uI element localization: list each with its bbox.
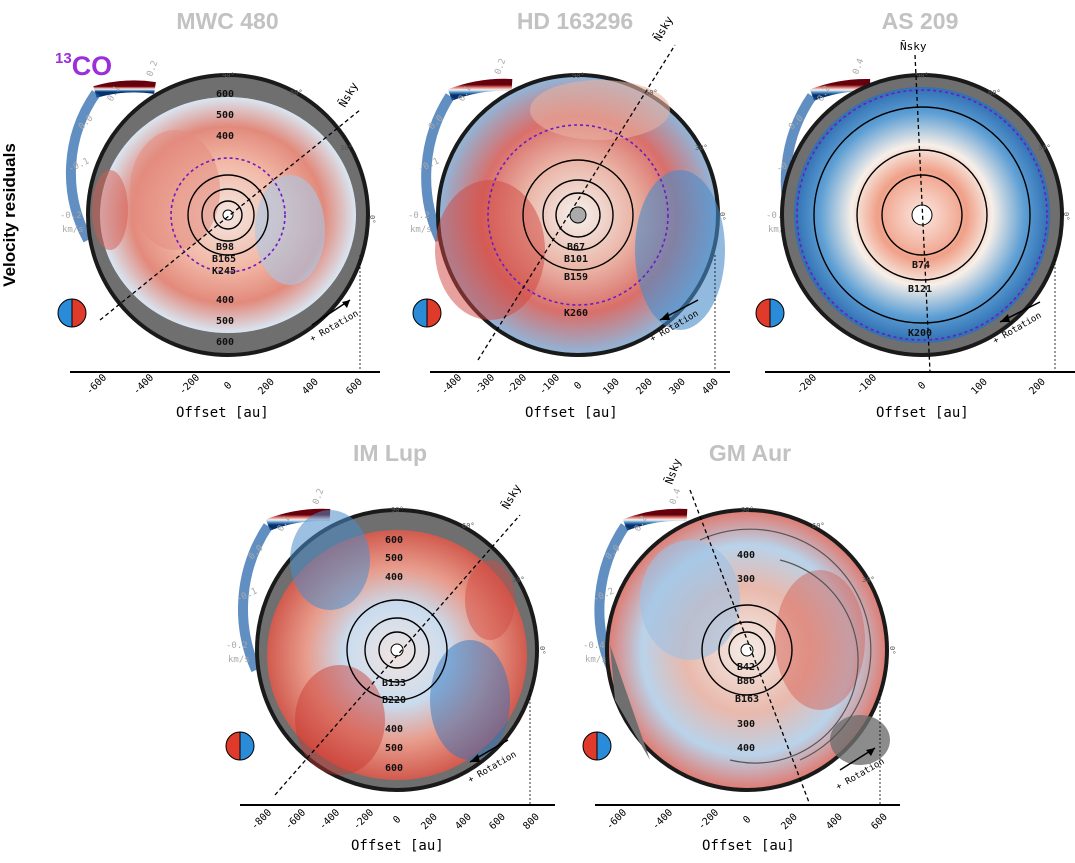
radius-label: 400 (737, 550, 755, 561)
x-tick: -200 (696, 807, 721, 832)
feature-label: B86 (737, 676, 755, 687)
x-tick: 600 (869, 812, 890, 833)
x-tick: 200 (779, 812, 800, 833)
feature-label: B163 (735, 694, 759, 705)
x-tick: 0 (741, 814, 753, 826)
cb-max-label: 0.4 (668, 487, 683, 506)
x-axis-label-gmaur: Offset [au] (702, 838, 795, 854)
x-tick: -600 (604, 807, 629, 832)
radius-label: 300 (737, 574, 755, 585)
kinematics-icon (583, 732, 611, 760)
radius-label: 300 (737, 719, 755, 730)
north-label: N̄sky (663, 456, 684, 486)
cb-unit-label: km/s (585, 655, 607, 665)
deg90-label: 90° (741, 506, 754, 514)
x-tick: -400 (650, 807, 675, 832)
deg0-label: 0° (888, 646, 896, 654)
x-tick: 400 (824, 812, 845, 833)
deg60-label: 60° (812, 522, 825, 530)
radius-label: 400 (737, 743, 755, 754)
feature-label: B42 (737, 662, 755, 673)
cb-min-label: -0.4 (583, 641, 605, 651)
deg30-label: 30° (862, 576, 875, 584)
